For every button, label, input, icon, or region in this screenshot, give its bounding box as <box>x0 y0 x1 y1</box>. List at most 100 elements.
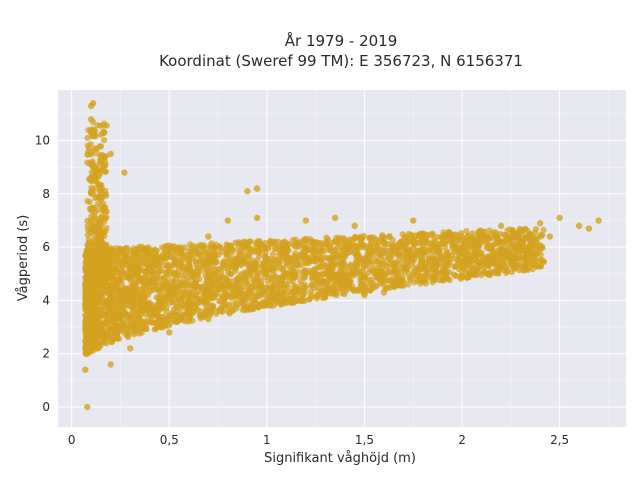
data-point <box>387 255 394 262</box>
data-point <box>160 317 167 324</box>
data-point <box>312 247 319 254</box>
data-point <box>89 207 96 215</box>
data-point <box>536 220 544 227</box>
data-point <box>269 297 276 304</box>
data-point <box>187 281 194 288</box>
data-point <box>108 320 116 327</box>
data-point <box>480 237 487 244</box>
data-point <box>347 241 354 248</box>
data-point <box>419 258 426 265</box>
data-point <box>377 261 384 268</box>
data-point <box>478 230 485 238</box>
data-point <box>486 270 493 277</box>
data-point <box>217 298 224 305</box>
data-point <box>332 272 339 279</box>
data-point <box>380 289 388 296</box>
data-point <box>531 229 539 236</box>
data-point <box>410 238 417 246</box>
data-point <box>143 253 150 261</box>
data-point <box>333 250 340 257</box>
data-point <box>253 214 261 222</box>
data-point <box>228 250 235 257</box>
data-point <box>419 233 427 240</box>
data-point <box>138 306 145 313</box>
data-point <box>486 227 493 234</box>
y-tick-label: 10 <box>35 134 50 148</box>
data-point <box>422 280 429 287</box>
data-point <box>111 288 119 295</box>
data-point <box>510 259 517 266</box>
data-point <box>395 242 402 249</box>
data-point <box>107 361 114 368</box>
data-point <box>185 316 192 323</box>
data-point <box>101 137 108 144</box>
data-point <box>370 282 377 289</box>
data-point <box>283 281 290 288</box>
data-point <box>205 270 212 278</box>
data-point <box>155 307 162 314</box>
data-point <box>103 333 111 340</box>
data-point <box>270 302 277 309</box>
data-point <box>218 274 225 282</box>
data-point <box>169 299 176 306</box>
data-point <box>330 283 337 290</box>
data-point <box>458 243 466 251</box>
data-point <box>298 292 306 299</box>
data-point <box>399 237 406 245</box>
data-point <box>127 297 134 304</box>
data-point <box>575 222 583 230</box>
data-point <box>83 279 90 286</box>
data-point <box>537 251 544 258</box>
data-point <box>100 275 107 282</box>
data-point <box>492 233 500 240</box>
data-point <box>170 277 177 284</box>
data-point <box>97 320 104 327</box>
data-point <box>86 176 93 183</box>
data-point <box>107 270 114 277</box>
data-point <box>338 263 345 270</box>
x-tick-label: 2,5 <box>550 433 569 447</box>
data-point <box>173 282 180 290</box>
data-point <box>123 254 130 261</box>
data-point <box>522 225 529 232</box>
data-point <box>89 190 97 198</box>
data-point <box>365 251 372 258</box>
data-point <box>403 252 410 259</box>
data-point <box>186 292 193 299</box>
data-point <box>234 278 241 285</box>
x-tick-labels: 0 0,5 1 1,5 2 2,5 <box>68 433 569 447</box>
x-tick-label: 1 <box>263 433 271 447</box>
data-point <box>127 345 134 352</box>
data-point <box>351 222 358 230</box>
data-point <box>93 242 100 249</box>
data-point <box>177 282 185 289</box>
data-point <box>160 275 167 282</box>
data-point <box>239 244 247 251</box>
x-tick-label: 0 <box>68 433 76 447</box>
data-point <box>91 145 99 152</box>
data-point <box>452 272 460 279</box>
data-point <box>352 252 360 259</box>
data-point <box>369 234 376 241</box>
data-point <box>93 150 100 157</box>
data-point <box>98 194 106 201</box>
data-point <box>428 264 435 271</box>
data-point <box>205 315 212 323</box>
data-point <box>88 304 95 311</box>
data-point <box>299 249 306 256</box>
data-point <box>96 313 103 320</box>
data-point <box>523 249 530 256</box>
data-point <box>432 266 440 273</box>
data-point <box>308 288 315 295</box>
data-point <box>217 305 224 312</box>
data-point <box>252 277 259 284</box>
data-point <box>94 290 101 297</box>
data-point <box>125 262 132 269</box>
data-point <box>205 233 212 240</box>
data-point <box>194 272 201 279</box>
data-point <box>279 273 286 280</box>
data-point <box>144 273 151 280</box>
data-point <box>302 259 310 267</box>
data-point <box>472 270 479 277</box>
data-point <box>208 294 215 301</box>
